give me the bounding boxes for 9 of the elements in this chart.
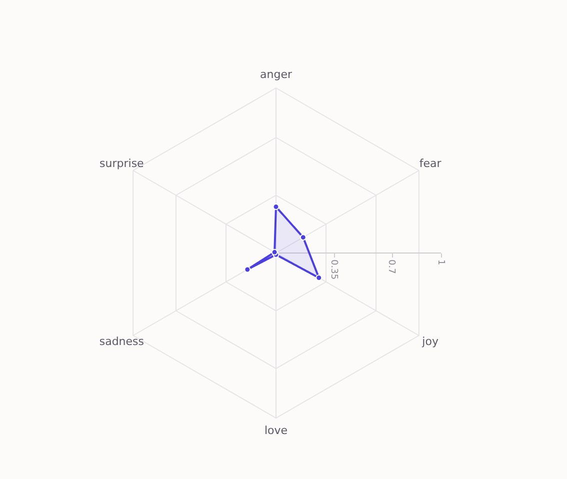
spoke-label: love (264, 424, 288, 438)
y-tick-label: 0.35 (328, 260, 338, 280)
spoke-label: anger (260, 68, 292, 81)
spoke-label: fear (419, 156, 442, 170)
spoke-label: sadness (99, 335, 144, 348)
y-tick-label: 0.7 (386, 260, 396, 274)
y-tick-label: 1 (436, 260, 446, 266)
spoke-label: joy (421, 335, 439, 348)
spoke-label: surprise (100, 156, 144, 170)
